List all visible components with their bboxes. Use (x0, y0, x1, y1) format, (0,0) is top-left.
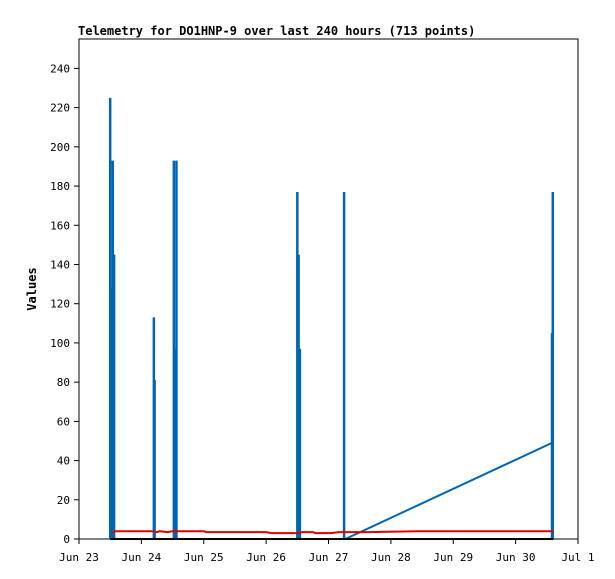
series-1-line (344, 441, 553, 540)
x-tick-label: Jun 23 (59, 551, 99, 564)
y-tick-label: 0 (63, 533, 70, 546)
x-axis: Jun 23 Jun 24 Jun 25 Jun 26 Jun 27 Jun 28 Jun … (59, 539, 595, 564)
chart-title: Telemetry for DO1HNP-9 over last 240 hou… (78, 24, 475, 38)
y-axis-label: Values (25, 267, 39, 310)
y-tick-label: 140 (50, 258, 70, 271)
x-tick-label: Jun 29 (433, 551, 473, 564)
y-axis: 0 20 40 60 80 100 120 140 160 180 200 220 240 (50, 62, 79, 546)
x-tick-label: Jun 27 (309, 551, 349, 564)
x-tick-label: Jun 26 (246, 551, 286, 564)
y-tick-label: 160 (50, 219, 70, 232)
x-tick-label: Jun 30 (496, 551, 536, 564)
x-tick-label: Jun 25 (184, 551, 224, 564)
y-tick-label: 100 (50, 337, 70, 350)
y-tick-label: 180 (50, 180, 70, 193)
y-tick-label: 220 (50, 102, 70, 115)
y-tick-label: 200 (50, 141, 70, 154)
x-tick-label: Jun 28 (371, 551, 411, 564)
y-tick-label: 80 (57, 376, 70, 389)
y-tick-label: 240 (50, 62, 70, 75)
x-tick-label: Jun 24 (122, 551, 162, 564)
x-tick-label: Jul 1 (561, 551, 594, 564)
y-tick-label: 20 (57, 494, 70, 507)
y-tick-label: 120 (50, 298, 70, 311)
y-tick-label: 40 (57, 455, 70, 468)
plot-area-frame (78, 38, 579, 540)
series-layer (108, 97, 555, 540)
y-tick-label: 60 (57, 415, 70, 428)
series-2-line (111, 530, 554, 535)
